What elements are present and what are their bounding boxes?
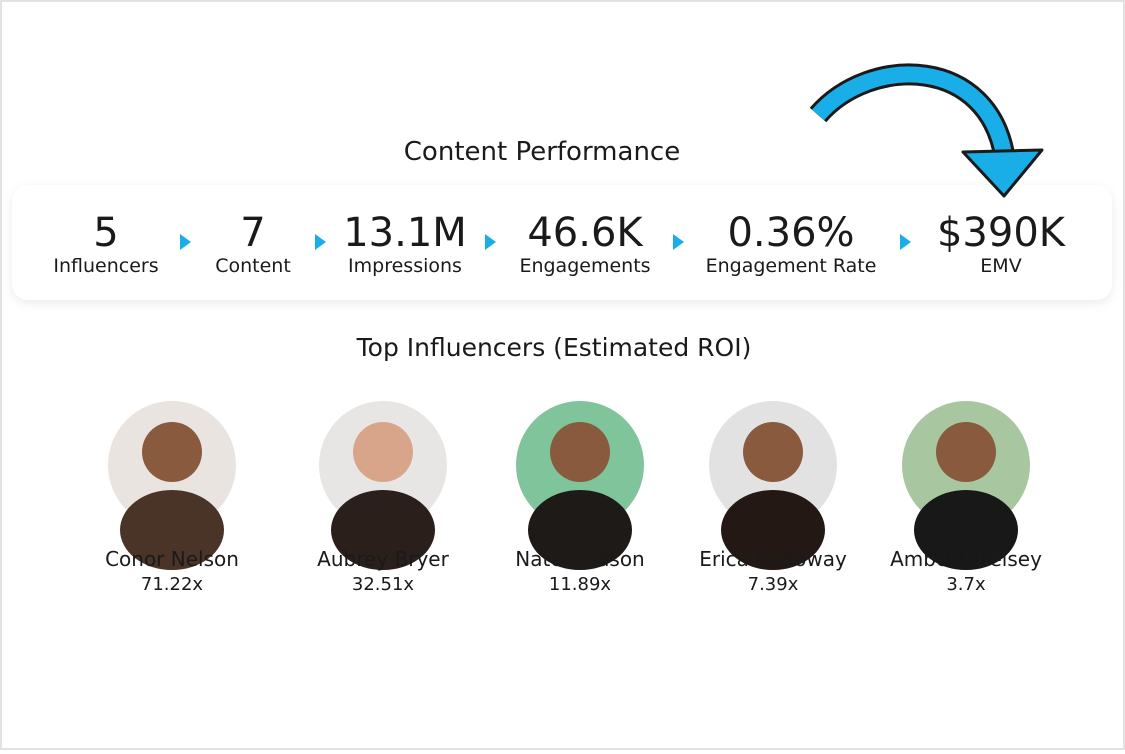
avatar-figure xyxy=(528,490,632,570)
avatar-head xyxy=(936,422,996,482)
avatar-figure xyxy=(914,490,1018,570)
metric-label: Engagement Rate xyxy=(706,255,877,277)
metric-label: Influencers xyxy=(53,255,158,277)
avatar-head xyxy=(550,422,610,482)
avatar-head xyxy=(353,422,413,482)
chevron xyxy=(673,234,684,250)
influencer-roi: 71.22x xyxy=(141,574,204,595)
avatar-figure xyxy=(120,490,224,570)
influencer-roi: 11.89x xyxy=(549,574,612,595)
metric-value: $390K xyxy=(937,210,1067,256)
metric-label: Content xyxy=(215,255,291,277)
metrics-card xyxy=(12,185,1112,300)
avatar-figure xyxy=(721,490,825,570)
influencer-name: Erica Galloway xyxy=(699,547,847,571)
metric-label: EMV xyxy=(980,255,1021,277)
influencer-roi: 3.7x xyxy=(946,574,986,595)
metric-label: Impressions xyxy=(348,255,462,277)
section-title: Content Performance xyxy=(404,137,680,167)
influencer-name: Nate Hudson xyxy=(515,547,644,571)
section-title: Top Influencers (Estimated ROI) xyxy=(356,333,752,362)
avatar-figure xyxy=(331,490,435,570)
metric-label: Engagements xyxy=(519,255,650,277)
metric-value: 46.6K xyxy=(527,210,644,256)
metric-value: 0.36% xyxy=(727,210,854,256)
influencer-roi: 7.39x xyxy=(748,574,799,595)
chevron xyxy=(900,234,911,250)
avatar-head xyxy=(743,422,803,482)
metric-value: 5 xyxy=(93,210,118,256)
metric-value: 13.1M xyxy=(343,210,467,256)
influencer-name: Aubrey Bryer xyxy=(317,547,449,571)
chevron xyxy=(315,234,326,250)
chevron xyxy=(180,234,191,250)
chevron xyxy=(485,234,496,250)
influencer-name: Amber Chelsey xyxy=(890,547,1042,571)
influencer-name: Conor Nelson xyxy=(105,547,239,571)
arrow xyxy=(809,63,1044,198)
metric-value: 7 xyxy=(240,210,265,256)
avatar-head xyxy=(142,422,202,482)
influencer-roi: 32.51x xyxy=(352,574,415,595)
